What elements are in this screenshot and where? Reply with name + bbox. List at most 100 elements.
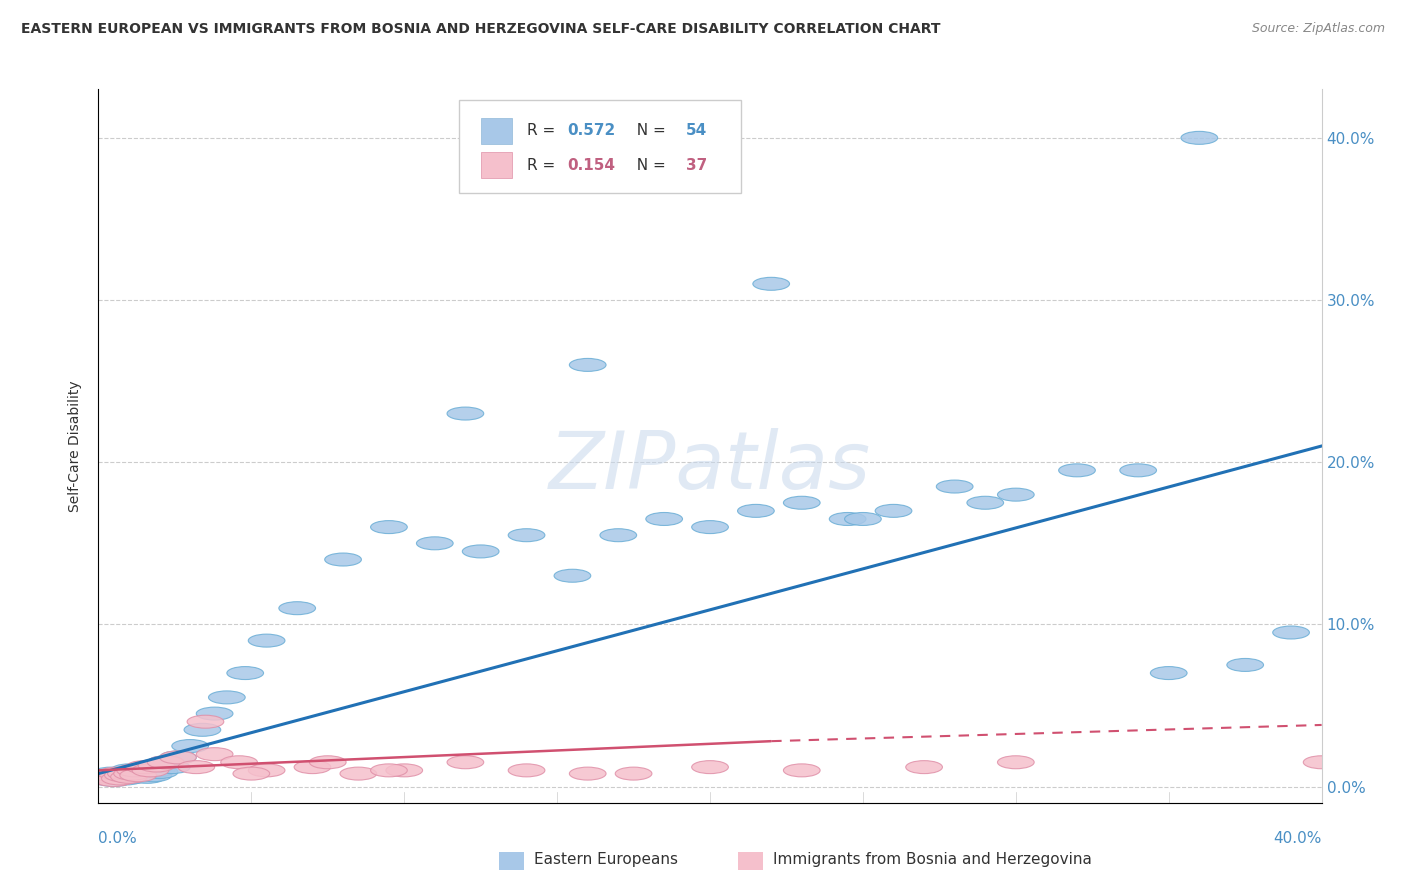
Ellipse shape xyxy=(508,764,546,777)
Ellipse shape xyxy=(96,773,132,787)
Ellipse shape xyxy=(783,496,820,509)
Text: 54: 54 xyxy=(686,123,707,138)
Ellipse shape xyxy=(127,761,163,773)
Ellipse shape xyxy=(554,569,591,582)
Ellipse shape xyxy=(249,634,285,647)
FancyBboxPatch shape xyxy=(481,118,512,144)
Ellipse shape xyxy=(117,764,153,777)
Ellipse shape xyxy=(221,756,257,769)
Text: R =: R = xyxy=(527,158,560,173)
Ellipse shape xyxy=(117,771,153,783)
Ellipse shape xyxy=(447,756,484,769)
Ellipse shape xyxy=(385,764,423,777)
Ellipse shape xyxy=(138,764,174,777)
Ellipse shape xyxy=(1181,131,1218,145)
Ellipse shape xyxy=(325,553,361,566)
Ellipse shape xyxy=(340,767,377,780)
Ellipse shape xyxy=(616,767,652,780)
Text: 0.154: 0.154 xyxy=(567,158,614,173)
Ellipse shape xyxy=(160,751,197,764)
Ellipse shape xyxy=(104,767,141,780)
Ellipse shape xyxy=(122,767,160,780)
Ellipse shape xyxy=(86,772,122,785)
Ellipse shape xyxy=(120,769,156,781)
Ellipse shape xyxy=(1272,626,1309,639)
Ellipse shape xyxy=(508,529,546,541)
Ellipse shape xyxy=(148,756,184,769)
Ellipse shape xyxy=(226,666,263,680)
Ellipse shape xyxy=(96,773,132,787)
Ellipse shape xyxy=(645,513,682,525)
Ellipse shape xyxy=(101,772,138,785)
Ellipse shape xyxy=(967,496,1004,509)
FancyBboxPatch shape xyxy=(460,100,741,193)
Ellipse shape xyxy=(1303,756,1340,769)
Ellipse shape xyxy=(875,504,912,517)
Ellipse shape xyxy=(447,407,484,420)
Text: 0.0%: 0.0% xyxy=(98,831,138,846)
Text: R =: R = xyxy=(527,123,560,138)
Ellipse shape xyxy=(278,602,315,615)
Ellipse shape xyxy=(187,715,224,728)
Ellipse shape xyxy=(845,513,882,525)
Ellipse shape xyxy=(111,764,148,777)
Ellipse shape xyxy=(141,765,179,779)
Text: 37: 37 xyxy=(686,158,707,173)
Ellipse shape xyxy=(132,764,169,777)
Ellipse shape xyxy=(249,764,285,777)
Ellipse shape xyxy=(114,767,150,780)
Ellipse shape xyxy=(936,480,973,493)
Text: Source: ZipAtlas.com: Source: ZipAtlas.com xyxy=(1251,22,1385,36)
Ellipse shape xyxy=(153,761,190,773)
Ellipse shape xyxy=(120,765,156,779)
Ellipse shape xyxy=(233,767,270,780)
Ellipse shape xyxy=(830,513,866,525)
Y-axis label: Self-Care Disability: Self-Care Disability xyxy=(69,380,83,512)
Ellipse shape xyxy=(179,761,215,773)
Ellipse shape xyxy=(86,772,122,785)
Text: N =: N = xyxy=(627,158,671,173)
Ellipse shape xyxy=(197,747,233,761)
Ellipse shape xyxy=(93,769,129,781)
Ellipse shape xyxy=(294,761,330,773)
Ellipse shape xyxy=(98,771,135,783)
Ellipse shape xyxy=(1119,464,1157,477)
Ellipse shape xyxy=(111,771,148,783)
Ellipse shape xyxy=(132,761,169,773)
Ellipse shape xyxy=(752,277,790,290)
Ellipse shape xyxy=(692,521,728,533)
Ellipse shape xyxy=(600,529,637,541)
Ellipse shape xyxy=(114,769,150,781)
Ellipse shape xyxy=(1059,464,1095,477)
Ellipse shape xyxy=(89,771,127,783)
Ellipse shape xyxy=(997,756,1035,769)
Ellipse shape xyxy=(416,537,453,549)
Ellipse shape xyxy=(135,769,172,781)
Ellipse shape xyxy=(463,545,499,558)
Ellipse shape xyxy=(138,759,174,772)
Ellipse shape xyxy=(127,764,163,777)
Ellipse shape xyxy=(101,769,138,781)
Ellipse shape xyxy=(197,707,233,720)
Ellipse shape xyxy=(997,488,1035,501)
Ellipse shape xyxy=(692,761,728,773)
Text: EASTERN EUROPEAN VS IMMIGRANTS FROM BOSNIA AND HERZEGOVINA SELF-CARE DISABILITY : EASTERN EUROPEAN VS IMMIGRANTS FROM BOSN… xyxy=(21,22,941,37)
Text: ZIPatlas: ZIPatlas xyxy=(548,428,872,507)
Ellipse shape xyxy=(569,359,606,371)
Ellipse shape xyxy=(783,764,820,777)
Ellipse shape xyxy=(172,739,208,753)
Ellipse shape xyxy=(371,521,408,533)
Ellipse shape xyxy=(148,756,184,769)
Text: 0.572: 0.572 xyxy=(567,123,616,138)
Ellipse shape xyxy=(1227,658,1264,672)
Ellipse shape xyxy=(738,504,775,517)
Ellipse shape xyxy=(108,767,145,780)
Ellipse shape xyxy=(1150,666,1187,680)
Ellipse shape xyxy=(309,756,346,769)
Ellipse shape xyxy=(569,767,606,780)
Ellipse shape xyxy=(93,767,129,780)
Text: N =: N = xyxy=(627,123,671,138)
Ellipse shape xyxy=(129,771,166,783)
Ellipse shape xyxy=(104,769,141,781)
Ellipse shape xyxy=(160,751,197,764)
